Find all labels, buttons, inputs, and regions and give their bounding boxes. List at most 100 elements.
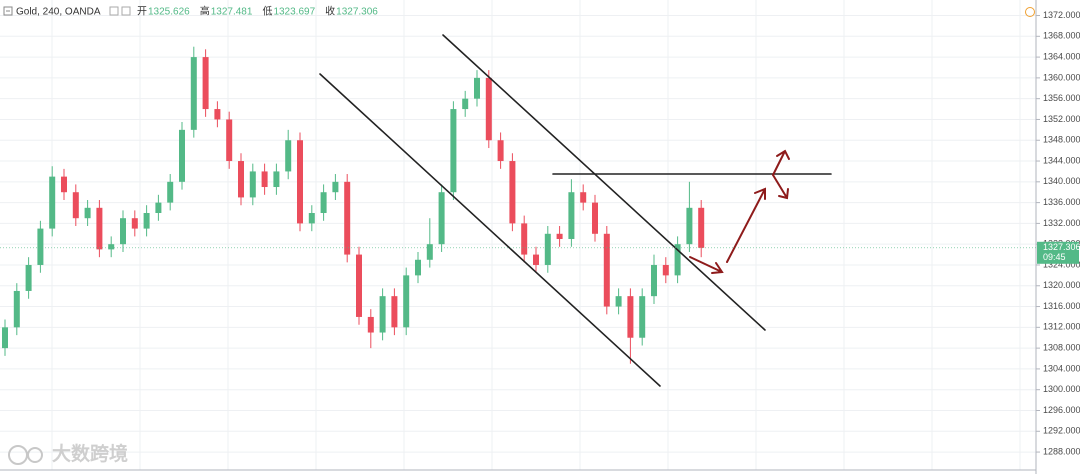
candle-body (332, 181, 339, 193)
candle-body (497, 140, 504, 162)
candle-body (143, 213, 150, 229)
y-tick-label: 1288.000 (1043, 446, 1080, 456)
candle-body (37, 228, 44, 265)
candle-body (367, 316, 374, 333)
candle-body (84, 207, 91, 219)
candle-body (108, 244, 115, 250)
collapse-icon[interactable] (3, 6, 13, 16)
y-tick-label: 1368.000 (1043, 31, 1080, 41)
y-tick-label: 1308.000 (1043, 342, 1080, 352)
ohlc-value: 1327.306 (336, 7, 378, 18)
candle-body (297, 140, 303, 224)
candle-body (556, 233, 563, 239)
ohlc: 开 1325.626 高 1327.481 低 1323.697 收 1327.306 (137, 5, 378, 18)
candle-body (308, 213, 315, 224)
channel-line (319, 73, 661, 387)
candle-body (580, 192, 587, 203)
ohlc-label: 收 (325, 5, 335, 18)
candle-body (214, 109, 221, 120)
candle-body (120, 218, 126, 245)
ohlc-value: 1327.481 (211, 7, 253, 18)
candle-body (344, 181, 351, 255)
candle-body (273, 171, 280, 188)
candle-body (238, 161, 244, 198)
y-tick-label: 1348.000 (1043, 135, 1080, 145)
y-tick-label: 1344.000 (1043, 155, 1080, 165)
candle-body (674, 244, 681, 276)
candle-body (521, 223, 528, 255)
candle-body (167, 181, 174, 203)
y-tick-label: 1312.000 (1043, 322, 1080, 332)
ohlc-label: 低 (262, 5, 272, 18)
y-tick-label: 1356.000 (1043, 93, 1080, 103)
candle-body (533, 254, 539, 265)
alert-icon[interactable] (1025, 7, 1035, 17)
symbol: Gold, 240, OANDA (16, 7, 101, 18)
candle-body (249, 171, 256, 198)
header: Gold, 240, OANDA 开 1325.626 高 1327.481 低 1323… (3, 5, 378, 18)
candle-body (403, 275, 410, 328)
candle-body (544, 233, 551, 265)
ohlc-value: 1325.626 (148, 7, 190, 18)
y-tick-label: 1296.000 (1043, 405, 1080, 415)
arrow (772, 174, 789, 200)
y-tick-label: 1304.000 (1043, 363, 1080, 373)
y-tick-label: 1300.000 (1043, 384, 1080, 394)
candle-body (391, 296, 398, 328)
channel-line (442, 34, 766, 331)
candle-body (627, 296, 634, 338)
candle-body (415, 259, 421, 276)
drawings (319, 34, 832, 387)
candle-body (179, 129, 185, 182)
arrow (772, 149, 790, 176)
y-tick-label: 1364.000 (1043, 51, 1080, 61)
candle-body (13, 290, 20, 328)
candles (2, 46, 705, 364)
candle-body (131, 218, 138, 229)
candle-body (568, 192, 575, 239)
candle-body (61, 176, 67, 193)
candle-body (25, 264, 32, 291)
y-tick-label: 1372.000 (1043, 10, 1080, 20)
watermark-text: 大数跨境 (52, 442, 128, 465)
y-tick-label: 1332.000 (1043, 218, 1080, 228)
candle-body (72, 192, 79, 219)
grid (0, 0, 1036, 470)
candle-body (2, 327, 8, 349)
y-tick-label: 1292.000 (1043, 426, 1080, 436)
y-tick-label: 1336.000 (1043, 197, 1080, 207)
toggle-icon[interactable] (109, 6, 119, 16)
ohlc-label: 开 (137, 7, 147, 18)
candle-body (462, 98, 469, 110)
candle-body (190, 57, 197, 130)
watermark: 大数跨境 (8, 442, 128, 465)
price-tag-value: 1327.306 (1043, 242, 1080, 252)
y-tick-label: 1324.000 (1043, 259, 1080, 269)
candle-body (226, 119, 233, 162)
candle-body (49, 176, 56, 229)
y-tick-label: 1316.000 (1043, 301, 1080, 311)
candle-body (202, 57, 209, 110)
candle-body (450, 109, 457, 193)
y-tick-label: 1340.000 (1043, 176, 1080, 186)
candle-body (261, 171, 268, 188)
candle-body (509, 161, 516, 224)
candle-body (698, 207, 705, 248)
ohlc-label: 高 (200, 5, 210, 18)
candle-body (155, 202, 162, 214)
y-tick-label: 1320.000 (1043, 280, 1080, 290)
price-tag-countdown: 09:45 (1043, 252, 1066, 262)
arrow (726, 187, 766, 263)
y-tick-label: 1360.000 (1043, 72, 1080, 82)
candle-body (662, 264, 669, 276)
candle-body (96, 207, 103, 250)
candle-body (592, 202, 598, 234)
toggle-icon[interactable] (121, 6, 131, 16)
candle-body (438, 192, 445, 245)
candle-body (379, 296, 386, 333)
watermark-logo (27, 447, 43, 463)
candle-body (474, 77, 480, 99)
arrow (689, 256, 724, 274)
